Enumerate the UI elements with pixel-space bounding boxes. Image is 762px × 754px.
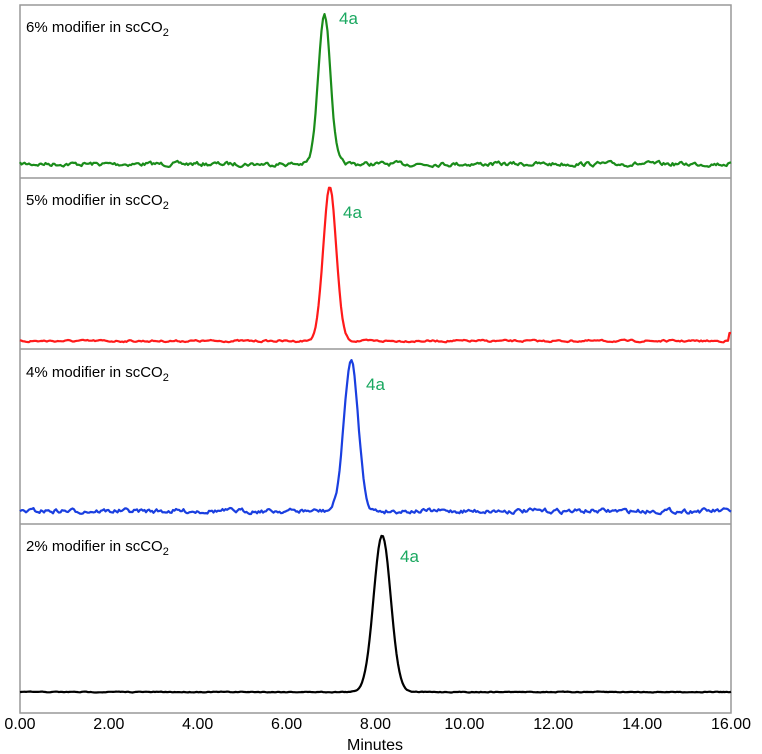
trace-line: [19, 186, 731, 344]
x-tick-label: 16.00: [711, 716, 751, 733]
x-tick-label: 12.00: [533, 716, 573, 733]
traces: [19, 13, 732, 694]
peak-label-5pct: 4a: [343, 203, 362, 222]
trace-line: [19, 534, 732, 694]
plot-frame: [19, 4, 732, 714]
x-tick-label: 6.00: [271, 716, 302, 733]
x-tick-label: 8.00: [360, 716, 391, 733]
peak-label-2pct: 4a: [400, 547, 419, 566]
panel-label-4pct: 4% modifier in scCO2: [26, 364, 169, 384]
peak-label-6pct: 4a: [339, 9, 358, 28]
x-axis: 0.00 2.00 4.00 6.00 8.00 10.00 12.00 14.00 16.00: [4, 716, 751, 733]
peak-label-4pct: 4a: [366, 375, 385, 394]
x-tick-label: 10.00: [444, 716, 484, 733]
panel-label-6pct: 6% modifier in scCO2: [26, 19, 169, 39]
x-tick-label: 4.00: [182, 716, 213, 733]
x-tick-label: 14.00: [622, 716, 662, 733]
trace-line: [19, 13, 732, 169]
x-tick-label: 0.00: [4, 716, 35, 733]
panel-label-5pct: 5% modifier in scCO2: [26, 192, 169, 212]
x-axis-title: Minutes: [347, 737, 403, 754]
x-tick-label: 2.00: [93, 716, 124, 733]
trace-line: [19, 359, 732, 516]
panel-label-2pct: 2% modifier in scCO2: [26, 538, 169, 558]
